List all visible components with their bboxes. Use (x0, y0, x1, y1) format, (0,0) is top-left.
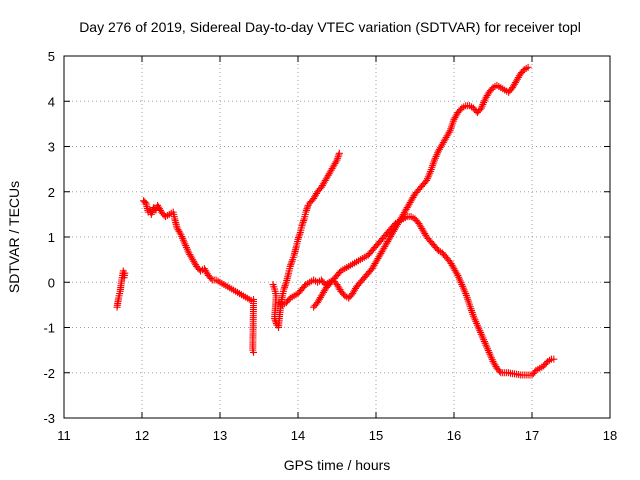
data-point (332, 158, 340, 166)
data-point (335, 151, 343, 159)
data-point (453, 270, 461, 278)
x-tick-label: 13 (213, 428, 227, 443)
x-tick-labels: 11 12 13 14 15 16 17 18 (57, 428, 617, 443)
data-point (281, 282, 289, 290)
data-point (550, 355, 558, 363)
data-point (303, 205, 311, 213)
data-point (299, 218, 307, 226)
data-point (280, 285, 288, 293)
y-tick-label: -1 (43, 321, 55, 336)
x-tick-label: 12 (135, 428, 149, 443)
data-point (496, 367, 503, 375)
y-tick-labels: -3 -2 -1 0 1 2 3 4 5 (43, 49, 55, 426)
data-point (334, 154, 342, 162)
data-point (250, 348, 258, 356)
x-tick-label: 18 (603, 428, 617, 443)
y-tick-label: 4 (48, 94, 55, 109)
data-point (295, 234, 303, 242)
data-point (445, 128, 453, 136)
data-point (333, 156, 341, 164)
data-points (113, 63, 558, 379)
data-point (282, 280, 290, 288)
data-point (335, 149, 343, 157)
y-axis-label: SDTVAR / TECUs (6, 181, 22, 293)
data-point (334, 153, 342, 161)
y-tick-label: -2 (43, 366, 55, 381)
y-tick-label: 2 (48, 185, 55, 200)
data-point (121, 269, 129, 277)
y-tick-label: 5 (48, 49, 55, 64)
x-tick-label: 11 (57, 428, 71, 443)
data-point (176, 229, 184, 237)
x-tick-label: 14 (291, 428, 305, 443)
data-point (302, 208, 310, 216)
x-tick-label: 15 (369, 428, 383, 443)
data-point (294, 235, 302, 243)
data-point (148, 209, 156, 217)
data-point (302, 206, 310, 214)
grid-lines (64, 56, 610, 418)
data-point (304, 203, 312, 211)
data-point (149, 205, 157, 213)
data-point (281, 283, 289, 291)
data-point (524, 63, 532, 71)
data-point (296, 230, 304, 238)
data-point (295, 232, 303, 240)
x-axis-label: GPS time / hours (284, 457, 391, 473)
data-point (300, 217, 308, 225)
data-point (207, 274, 215, 282)
y-tick-label: 3 (48, 140, 55, 155)
y-tick-label: -3 (43, 411, 55, 426)
data-point (298, 222, 306, 230)
chart-title: Day 276 of 2019, Sidereal Day-to-day VTE… (79, 19, 581, 35)
x-tick-label: 16 (447, 428, 461, 443)
y-tick-label: 1 (48, 230, 55, 245)
data-point (298, 220, 306, 228)
y-tick-label: 0 (48, 275, 55, 290)
x-tick-label: 17 (525, 428, 539, 443)
data-point (141, 198, 149, 206)
data-point (287, 259, 295, 267)
data-point (288, 257, 296, 265)
data-point (147, 210, 155, 218)
data-point (287, 261, 295, 269)
plot-frame (63, 55, 611, 419)
data-point (286, 262, 294, 270)
